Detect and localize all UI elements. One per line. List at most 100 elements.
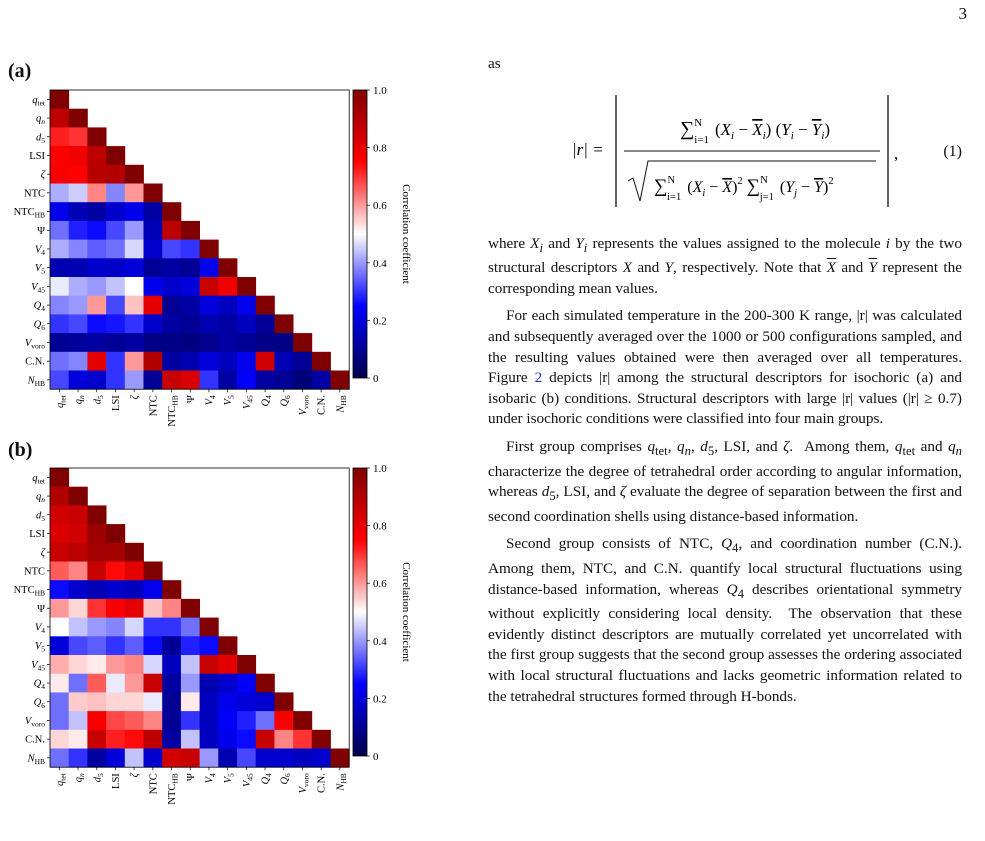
x-tick-label: qn: [74, 773, 87, 782]
heatmap-cell: [143, 370, 163, 390]
heatmap-cell: [87, 617, 107, 637]
x-tick-label: NTC: [148, 773, 159, 794]
heatmap-cell: [237, 748, 257, 768]
heatmap-cell: [162, 277, 182, 297]
x-tick-label: C.N.: [317, 395, 328, 415]
heatmap-cell: [143, 673, 163, 693]
heatmap-cell: [87, 370, 107, 390]
heatmap-cell: [180, 711, 200, 731]
heatmap-cell: [106, 617, 126, 637]
heatmap-cell: [50, 183, 70, 203]
colorbar: [352, 89, 368, 379]
heatmap-cell: [274, 729, 294, 749]
y-tick-label: V45: [31, 282, 45, 295]
heatmap-cell: [199, 636, 219, 656]
y-tick-label: Ψ: [37, 604, 45, 615]
heatmap-cell: [143, 561, 163, 581]
heatmap-cell: [255, 295, 275, 315]
heatmap-cell: [87, 673, 107, 693]
heatmap-cell: [87, 729, 107, 749]
heatmap-cell: [255, 673, 275, 693]
heatmap-cell: [162, 351, 182, 371]
heatmap-cell: [162, 333, 182, 353]
panel-label-b: (b): [8, 439, 33, 461]
heatmap-cell: [50, 351, 70, 371]
heatmap-cell: [50, 239, 70, 259]
x-tick-label: qn: [74, 395, 87, 404]
y-tick-label: qn: [36, 114, 45, 127]
heatmap-cell: [255, 314, 275, 334]
heatmap-cell: [124, 561, 144, 581]
x-tick-label: V5: [223, 773, 236, 783]
heatmap-cell: [180, 333, 200, 353]
y-tick-label: qn: [36, 492, 45, 505]
heatmap-cell: [124, 220, 144, 240]
heatmap-cell: [50, 524, 70, 544]
heatmap-cell: [237, 729, 257, 749]
x-tick-label: Q6: [279, 395, 292, 407]
heatmap-cell: [68, 108, 88, 128]
heatmap-cell: [293, 370, 313, 390]
heatmap-cell: [106, 351, 126, 371]
heatmap-cell: [50, 164, 70, 184]
heatmap-cell: [68, 692, 88, 712]
colorbar-tick-label: 0: [373, 751, 379, 763]
y-tick-label: V45: [31, 660, 45, 673]
heatmap-cell: [218, 636, 238, 656]
heatmap-cell: [87, 711, 107, 731]
heatmap-cell: [87, 220, 107, 240]
heatmap-cell: [162, 370, 182, 390]
heatmap-cell: [143, 598, 163, 618]
heatmap-cell: [237, 295, 257, 315]
x-tick-label: NTCHB: [167, 773, 180, 804]
heatmap-cell: [218, 333, 238, 353]
heatmap-cell: [199, 370, 219, 390]
heatmap-cell: [255, 711, 275, 731]
x-tick-label: NTCHB: [167, 395, 180, 426]
heatmap-cells: [50, 468, 350, 768]
eq-numerator: ∑N i=1(Xi − Xi) (Yi − Yi): [680, 117, 830, 146]
page-number: 3: [958, 4, 968, 23]
x-tick-label: LSI: [111, 395, 122, 411]
x-tick-label: NTC: [148, 395, 159, 416]
heatmap-cell: [87, 580, 107, 600]
heatmap-cell: [218, 351, 238, 371]
heatmap-cell: [180, 598, 200, 618]
y-tick-label: Q6: [34, 319, 46, 332]
x-tick-label: Vvoro: [298, 395, 311, 415]
heatmap-cell: [162, 314, 182, 334]
figure-2-link[interactable]: 2: [534, 369, 543, 387]
y-tick-label: Q4: [34, 679, 46, 692]
x-tick-label: Ψ: [186, 773, 197, 781]
heatmap-cell: [124, 314, 144, 334]
heatmap-cell: [274, 333, 294, 353]
heatmap-cell: [124, 617, 144, 637]
heatmap-cell: [274, 711, 294, 731]
heatmap-cell: [293, 333, 313, 353]
y-tick-label: Vvoro: [25, 338, 45, 351]
eq-lhs: |r| =: [572, 140, 604, 159]
heatmap-cell: [68, 542, 88, 562]
heatmap-cell: [68, 333, 88, 353]
heatmap-cell: [330, 748, 350, 768]
heatmap-cell: [50, 748, 70, 768]
heatmap-cell: [255, 333, 275, 353]
heatmap-cell: [143, 729, 163, 749]
heatmap-cell: [50, 220, 70, 240]
heatmap-cell: [106, 183, 126, 203]
heatmap-cell: [50, 108, 70, 128]
heatmap-cell: [124, 239, 144, 259]
heatmap-cell: [50, 505, 70, 525]
heatmap-cell: [180, 655, 200, 675]
y-tick-label: C.N.: [25, 735, 45, 746]
paragraph-2: For each simulated temperature in the 20…: [488, 307, 963, 428]
heatmap-cell: [143, 711, 163, 731]
heatmap-cell: [87, 542, 107, 562]
heatmap-cell: [143, 333, 163, 353]
heatmap-cell: [124, 729, 144, 749]
heatmap-cell: [180, 729, 200, 749]
heatmap-cell: [124, 655, 144, 675]
heatmap-cell: [274, 370, 294, 390]
colorbar-label: Correlation coefficient: [400, 184, 412, 284]
heatmap-cell: [50, 277, 70, 297]
